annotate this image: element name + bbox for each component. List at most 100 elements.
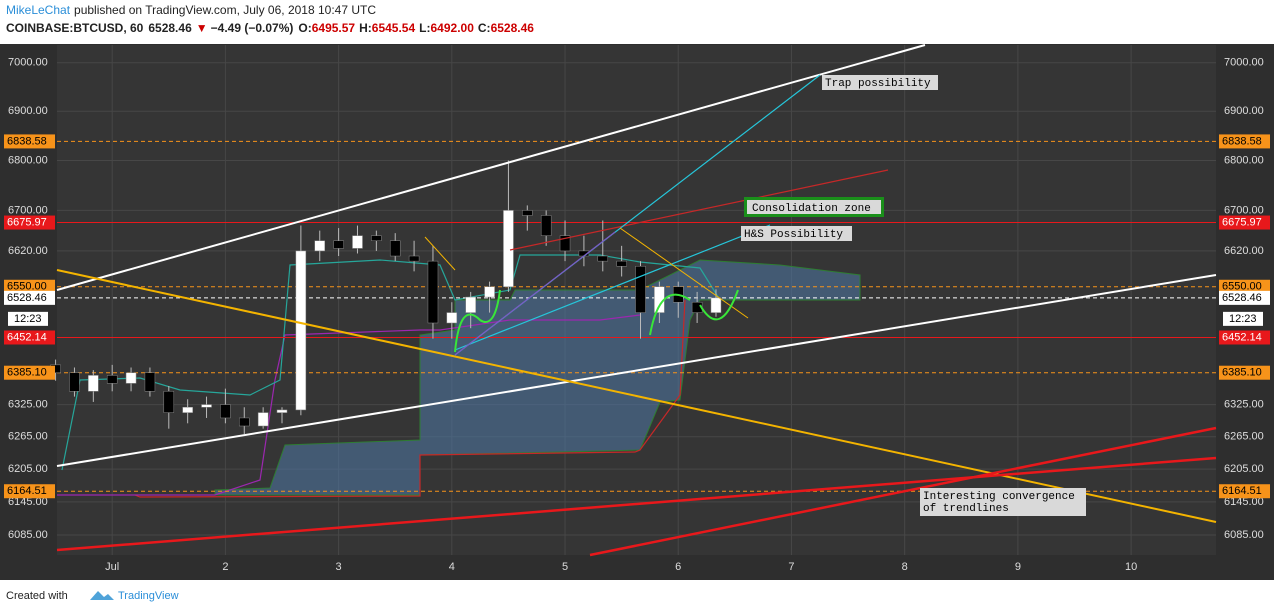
level-label: 6452.14	[7, 331, 47, 343]
candle-body	[163, 391, 175, 413]
y-tick-label: 6145.00	[1224, 496, 1264, 508]
footer-brand[interactable]: TradingView	[118, 590, 179, 602]
annotation-bg	[920, 488, 1086, 516]
y-tick-label: 6700.00	[1224, 204, 1264, 216]
candle-body	[144, 372, 156, 392]
trendline	[589, 426, 1217, 557]
candle-body	[239, 417, 250, 427]
header-line: MikeLeChat published on TradingView.com, …	[6, 3, 376, 17]
candle-body	[503, 210, 514, 288]
trendline	[509, 169, 889, 251]
y-tick-label: 6325.00	[8, 399, 48, 411]
level-label-bg	[4, 290, 55, 305]
candle-body	[201, 404, 212, 408]
trendline	[454, 231, 616, 356]
candle-body	[465, 296, 476, 313]
x-tick-label: 4	[449, 561, 455, 573]
candle-body	[276, 409, 288, 413]
y-tick-label: 7000.00	[1224, 57, 1264, 69]
header-bg	[0, 0, 1274, 44]
candle-body	[220, 404, 231, 419]
countdown-bg	[1223, 311, 1263, 326]
c-label: C:	[478, 21, 491, 35]
level-label: 6550.00	[1222, 281, 1262, 293]
y-tick-label: 6325.00	[1224, 399, 1264, 411]
o: 6495.57	[312, 21, 356, 35]
annotation: Consolidation zone	[752, 203, 871, 215]
candle-body	[446, 312, 458, 324]
level-label: 6528.46	[1222, 292, 1262, 304]
last: 6528.46	[148, 21, 192, 35]
y-tick-label: 7000.00	[8, 57, 48, 69]
candle-body	[182, 407, 193, 413]
level-label-bg	[1219, 279, 1270, 294]
countdown-bg	[8, 311, 48, 326]
h: 6545.54	[372, 21, 416, 35]
y-tick-label: 6800.00	[8, 154, 48, 166]
level-label: 6675.97	[1222, 216, 1262, 228]
x-tick-label: 10	[1125, 561, 1137, 573]
h-label: H:	[359, 21, 372, 35]
trendline	[56, 269, 1217, 523]
trendline	[56, 44, 926, 291]
candle-body	[314, 240, 325, 252]
level-label-bg	[4, 365, 55, 380]
trendline	[56, 274, 1217, 467]
level-label: 6385.10	[1222, 367, 1262, 379]
level-label-bg	[4, 134, 55, 149]
candle-body	[257, 412, 269, 427]
x-tick-label: 8	[902, 561, 908, 573]
countdown: 12:23	[14, 313, 42, 325]
trendline	[56, 456, 1217, 552]
candle-body	[106, 375, 118, 384]
y-tick-label: 6085.00	[8, 529, 48, 541]
l-label: L:	[419, 21, 430, 35]
level-label-bg	[4, 279, 55, 294]
axes: 7000.00 7000.00 6900.00 6900.00 6800.00 6800.…	[4, 57, 1270, 573]
level-label: 6164.51	[7, 485, 47, 497]
level-label-bg	[4, 484, 55, 499]
hs-line	[619, 227, 749, 319]
candle-body	[710, 297, 722, 313]
annotation: of trendlines	[923, 503, 1009, 515]
level-label-bg	[1219, 134, 1270, 149]
annotation: Trap possibility	[825, 78, 931, 90]
candle-body	[69, 372, 80, 392]
candle-body	[484, 286, 495, 298]
level-label-bg	[1219, 290, 1270, 305]
y-tick-label: 6620.00	[1224, 245, 1264, 257]
conversion-line	[61, 254, 721, 471]
y-tick-label: 6620.00	[8, 245, 48, 257]
candle-body	[333, 240, 344, 249]
y-tick-label: 6145.00	[8, 496, 48, 508]
o-label: O:	[298, 21, 311, 35]
y-tick-label: 6700.00	[8, 204, 48, 216]
annotation-bg	[747, 200, 881, 214]
published: published on TradingView.com, July 06, 2…	[74, 3, 376, 17]
candle-body	[389, 240, 401, 257]
x-tick-label: Jul	[105, 561, 119, 573]
hs-line	[424, 236, 456, 271]
candle-body	[371, 235, 382, 242]
level-label-bg	[1219, 484, 1270, 499]
c: 6528.46	[491, 21, 535, 35]
level-label-bg	[1219, 215, 1270, 230]
candle-body	[352, 235, 363, 249]
x-tick-label: 9	[1015, 561, 1021, 573]
footer-text: Created with	[6, 590, 68, 602]
candle-body	[635, 265, 646, 313]
base-line	[57, 314, 641, 496]
candle-body	[125, 372, 137, 384]
y-tick-label: 6205.00	[8, 463, 48, 475]
candle-body	[540, 215, 552, 236]
x-tick-label: 3	[336, 561, 342, 573]
level-label: 6385.10	[7, 367, 47, 379]
candle-body	[616, 260, 627, 267]
candle-body	[522, 210, 533, 216]
annotation-bg	[822, 75, 938, 90]
y-tick-label: 6085.00	[1224, 529, 1264, 541]
levels	[57, 140, 1216, 492]
author: MikeLeChat	[6, 3, 71, 17]
annotation: Interesting convergence	[923, 491, 1075, 503]
